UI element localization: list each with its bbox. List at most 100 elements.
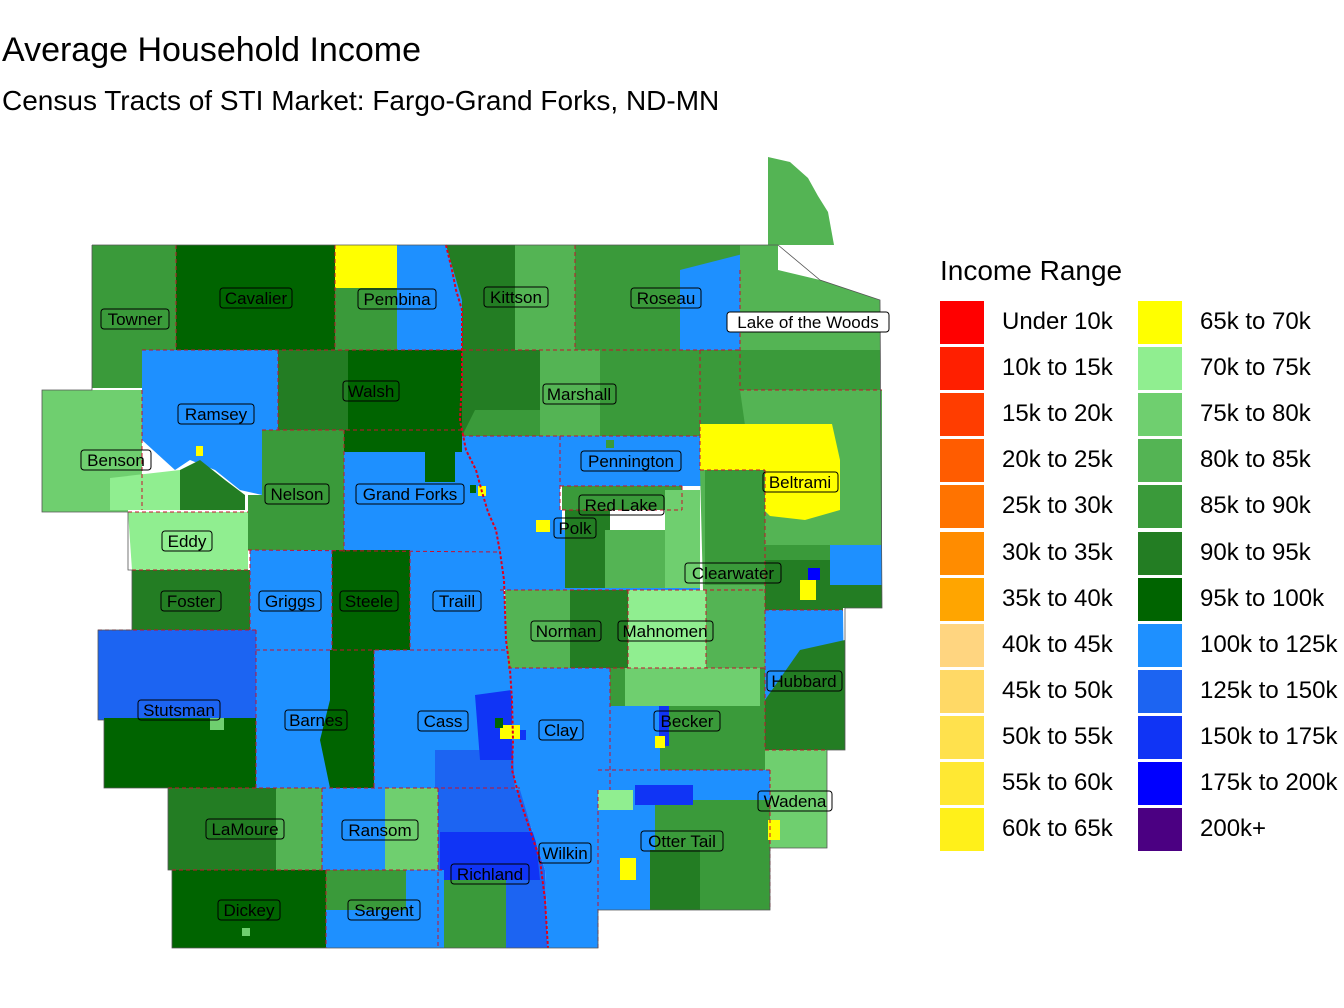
county-shape-mahnomen	[628, 590, 706, 668]
tract-ransom-light	[385, 788, 438, 870]
legend-label: 175k to 200k	[1200, 769, 1338, 796]
legend-swatch	[1138, 577, 1182, 621]
county-label-text: Wadena	[764, 792, 827, 811]
county-shape-eddy	[128, 512, 248, 570]
urban-tracts	[196, 440, 820, 936]
tract-becker-blue	[610, 706, 660, 770]
county-label-hubbard: Hubbard	[766, 670, 843, 692]
county-label-text: Benson	[87, 451, 145, 470]
county-label-cavalier: Cavalier	[219, 287, 293, 309]
legend-swatch	[1138, 669, 1182, 713]
county-label-walsh: Walsh	[342, 380, 400, 402]
legend-swatch	[940, 762, 984, 805]
legend-item: 25k to 30k	[940, 484, 1150, 530]
legend-item: 50k to 55k	[940, 715, 1150, 761]
legend-swatch	[940, 393, 984, 437]
county-label-text: Norman	[536, 622, 596, 641]
county-label-roseau: Roseau	[630, 287, 702, 309]
county-label-beltrami: Beltrami	[762, 471, 839, 493]
county-label-mahnomen: Mahnomen	[617, 620, 714, 642]
legend-swatch	[940, 485, 984, 529]
county-shape-griggs	[250, 550, 332, 650]
county-label-becker: Becker	[653, 710, 721, 732]
legend-item: 175k to 200k	[1138, 761, 1344, 807]
legend-label: 80k to 85k	[1200, 446, 1311, 474]
county-label-text: Richland	[457, 865, 523, 884]
county-label-clay: Clay	[538, 719, 584, 741]
county-label-ransom: Ransom	[341, 819, 419, 841]
map-subtitle: Census Tracts of STI Market: Fargo-Grand…	[2, 85, 720, 116]
tract-marshall-light	[540, 350, 600, 436]
legend-label: 125k to 150k	[1200, 676, 1338, 704]
county-label-dickey: Dickey	[217, 899, 281, 921]
county-label-text: Ransom	[348, 821, 411, 840]
county-label-text: Walsh	[348, 382, 395, 401]
county-label-text: Cass	[424, 712, 463, 731]
legend-item: 40k to 45k	[940, 623, 1150, 669]
tract-grand-forks-dark2	[425, 452, 455, 482]
tract-becker-light	[625, 668, 760, 706]
county-label-grand-forks: Grand Forks	[355, 483, 465, 505]
county-label-text: Foster	[167, 592, 216, 611]
legend-swatch	[1138, 393, 1182, 437]
legend-swatch	[1138, 485, 1182, 529]
county-label-eddy: Eddy	[161, 530, 213, 552]
county-label-text: Polk	[558, 519, 592, 538]
legend-label: 55k to 60k	[1002, 769, 1113, 796]
county-label-lake-of-the-woods: Lake of the Woods	[726, 311, 890, 333]
legend-label: 70k to 75k	[1200, 354, 1311, 382]
legend-item: 60k to 65k	[940, 807, 1150, 853]
legend-swatch	[1138, 623, 1182, 667]
county-label-norman: Norman	[530, 620, 602, 642]
tract-grand-forks-dark	[344, 430, 462, 452]
legend-swatch	[940, 808, 984, 852]
legend-label: 30k to 35k	[1002, 538, 1113, 566]
legend-item: 30k to 35k	[940, 531, 1150, 577]
tract-walsh-green	[278, 350, 348, 430]
county-label-text: Nelson	[271, 485, 324, 504]
legend-title: Income Range	[940, 255, 1123, 286]
county-label-text: Wilkin	[542, 844, 587, 863]
tract-otter-tail-light	[598, 790, 633, 810]
legend-label: 60k to 65k	[1002, 815, 1113, 843]
county-label-clearwater: Clearwater	[684, 562, 782, 584]
county-label-pembina: Pembina	[357, 288, 437, 310]
tract-marshall-dark	[462, 350, 540, 436]
legend-item: 10k to 15k	[940, 346, 1150, 392]
choropleth-map: Towner Cavalier Pembina Kittson Roseau L…	[41, 157, 890, 949]
legend-label: 45k to 50k	[1002, 676, 1113, 704]
county-label-otter-tail: Otter Tail	[640, 830, 724, 852]
legend-label: 25k to 30k	[1002, 492, 1113, 520]
county-label-text: Stutsman	[143, 701, 215, 720]
legend-label: 95k to 100k	[1200, 584, 1325, 612]
county-label-wilkin: Wilkin	[538, 842, 592, 864]
map-title: Average Household Income	[2, 31, 421, 69]
county-label-text: Hubbard	[771, 672, 836, 691]
county-label-text: Towner	[108, 310, 163, 329]
legend-swatch	[940, 623, 984, 667]
legend-label: 10k to 15k	[1002, 354, 1113, 382]
county-shape-pennington	[560, 436, 702, 486]
tract-stutsman-dark	[104, 718, 260, 788]
legend-swatch	[940, 715, 984, 759]
tract-hubbard-dark	[765, 640, 845, 750]
legend-item: 95k to 100k	[1138, 577, 1344, 623]
legend-label: 75k to 80k	[1200, 400, 1311, 428]
county-label-text: Red Lake	[585, 496, 658, 515]
tract-polk-green	[565, 510, 610, 588]
tract-richland-green	[444, 880, 506, 948]
legend-item: 75k to 80k	[1138, 392, 1344, 438]
tract-benson-light	[110, 470, 180, 510]
legend-item: Under 10k	[940, 300, 1150, 346]
county-label-benson: Benson	[80, 449, 152, 471]
legend-item: 65k to 70k	[1138, 300, 1344, 346]
legend-item: 85k to 90k	[1138, 484, 1344, 530]
county-label-text: LaMoure	[211, 820, 278, 839]
county-label-text: Ramsey	[185, 405, 248, 424]
county-label-text: Traill	[439, 592, 475, 611]
county-label-steele: Steele	[339, 590, 399, 612]
county-shape-nelson	[248, 430, 344, 550]
county-label-nelson: Nelson	[264, 483, 330, 505]
legend-label: 150k to 175k	[1200, 722, 1338, 750]
county-label-text: Kittson	[490, 288, 542, 307]
